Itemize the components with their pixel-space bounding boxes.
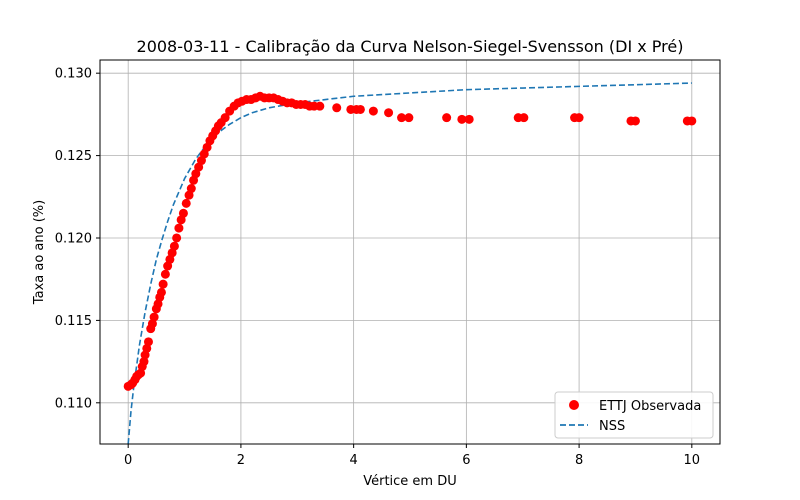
x-axis-ticks: 0 2 4 6 8 10 xyxy=(124,444,700,468)
y-tick-label: 0.110 xyxy=(55,396,92,411)
y-axis-label: Taxa ao ano (%) xyxy=(32,200,47,305)
ettj-point xyxy=(630,116,640,126)
ettj-point xyxy=(687,116,697,126)
ettj-point xyxy=(149,312,159,322)
ettj-point xyxy=(368,106,378,116)
nss-line xyxy=(127,82,692,445)
x-tick-label: 4 xyxy=(349,453,357,468)
ettj-point xyxy=(172,233,182,243)
ettj-point xyxy=(464,114,474,124)
ettj-point xyxy=(220,113,230,123)
y-axis-ticks: 0.110 0.115 0.120 0.125 0.130 xyxy=(55,67,100,411)
legend-box xyxy=(554,391,714,439)
ettj-point xyxy=(143,337,153,347)
ettj-point xyxy=(332,103,342,113)
ettj-point xyxy=(169,241,179,251)
ettj-point xyxy=(457,114,467,124)
ettj-point xyxy=(158,279,168,289)
ettj-point xyxy=(160,269,170,279)
ettj-point xyxy=(574,113,584,123)
ettj-point xyxy=(442,113,452,123)
x-tick-label: 6 xyxy=(462,453,470,468)
x-tick-label: 8 xyxy=(575,453,583,468)
ettj-point xyxy=(355,104,365,114)
y-tick-label: 0.120 xyxy=(55,231,92,246)
x-tick-label: 0 xyxy=(124,453,132,468)
ettj-point xyxy=(404,113,414,123)
ettj-point xyxy=(315,101,325,111)
y-tick-label: 0.125 xyxy=(55,149,92,164)
x-axis-label: Vértice em DU xyxy=(363,474,457,489)
legend-marker-ettj xyxy=(569,400,579,410)
ettj-point xyxy=(519,113,529,123)
nss-series xyxy=(127,82,692,445)
ettj-point xyxy=(186,184,196,194)
y-tick-label: 0.130 xyxy=(55,67,92,82)
legend-label-ettj: ETTJ Observada xyxy=(599,399,701,414)
ettj-point xyxy=(156,287,166,297)
ettj-point xyxy=(181,198,191,208)
y-tick-label: 0.115 xyxy=(55,314,92,329)
plot-frame xyxy=(99,59,721,445)
x-tick-label: 2 xyxy=(237,453,245,468)
chart-title: 2008-03-11 - Calibração da Curva Nelson-… xyxy=(137,37,684,56)
legend-label-nss: NSS xyxy=(599,419,625,434)
ettj-point xyxy=(178,208,188,218)
x-tick-label: 10 xyxy=(684,453,701,468)
ettj-point xyxy=(397,113,407,123)
ettj-series xyxy=(123,91,697,391)
ettj-point xyxy=(174,223,184,233)
ettj-point xyxy=(384,108,394,118)
legend: ETTJ Observada NSS xyxy=(554,391,714,439)
